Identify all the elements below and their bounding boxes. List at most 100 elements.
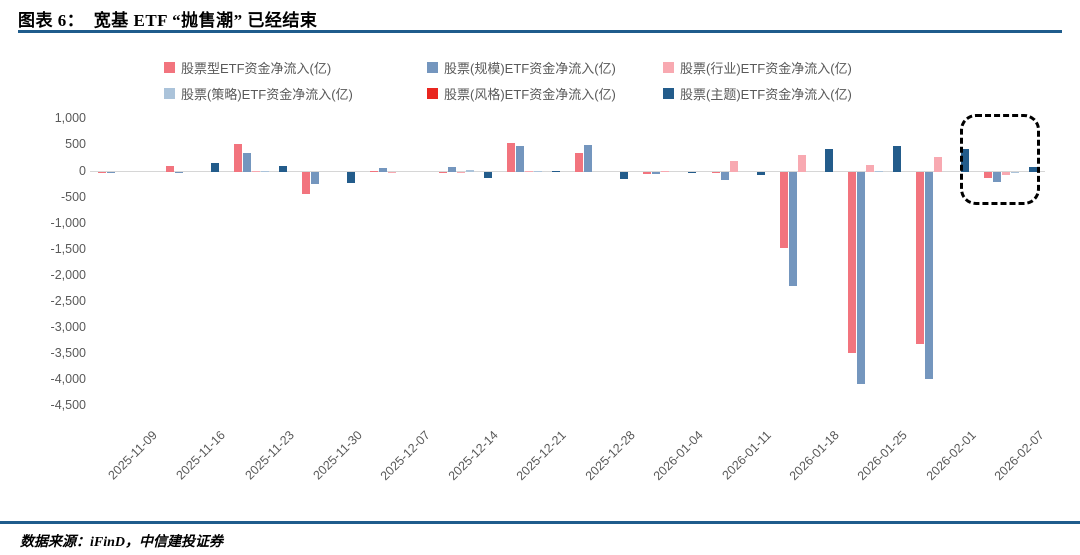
bar-s0-2025-11-09: [98, 172, 106, 173]
bar-s2-2026-01-18: [798, 155, 806, 172]
bar-s5-2025-12-14: [484, 172, 492, 178]
bar-s2-2025-11-23: [252, 171, 260, 172]
x-axis-tick-label: 2026-01-04: [650, 428, 706, 484]
bar-s2-2026-01-04: [661, 171, 669, 172]
y-axis-tick-label: 1,000: [54, 111, 86, 125]
bar-s2-2026-02-07: [1002, 172, 1010, 175]
bar-s0-2025-12-07: [370, 171, 378, 172]
bar-s5-2026-01-18: [825, 149, 833, 172]
y-axis-tick-label: -4,000: [50, 372, 86, 386]
bar-s1-2025-12-28: [584, 145, 592, 172]
y-axis-tick-label: -3,000: [50, 320, 86, 334]
bar-s1-2025-12-07: [379, 168, 387, 172]
bar-s2-2025-12-14: [457, 172, 465, 173]
page-title: 图表 6： 宽基 ETF “抛售潮” 已经结束: [18, 11, 318, 30]
x-axis-tick-label: 2025-11-09: [105, 428, 160, 483]
legend-swatch-icon: [663, 62, 674, 73]
y-axis-tick-label: -4,500: [50, 398, 86, 412]
bar-s5-2025-11-30: [347, 172, 355, 183]
bar-s1-2026-01-11: [721, 172, 729, 180]
legend-item-2[interactable]: 股票(行业)ETF资金净流入(亿): [663, 58, 852, 77]
legend-swatch-icon: [164, 62, 175, 73]
bar-s0-2026-02-07: [984, 172, 992, 178]
zero-axis-line: [90, 170, 1045, 172]
legend-label: 股票(行业)ETF资金净流入(亿): [680, 61, 852, 76]
bar-s5-2025-12-28: [620, 172, 628, 179]
bar-s5-2026-02-01: [961, 149, 969, 172]
bar-s2-2026-02-01: [934, 157, 942, 172]
bar-s2-2025-12-21: [525, 171, 533, 172]
y-axis-tick-label: 500: [65, 137, 86, 151]
bar-s3-2026-02-07: [1011, 172, 1019, 173]
bar-s3-2025-11-23: [261, 171, 269, 172]
y-axis-tick-label: -2,500: [50, 294, 86, 308]
x-axis-tick-label: 2025-11-23: [242, 428, 297, 483]
bar-s0-2025-11-30: [302, 172, 310, 194]
legend-item-5[interactable]: 股票(主题)ETF资金净流入(亿): [663, 84, 852, 103]
bar-s3-2025-12-14: [466, 170, 474, 172]
legend-label: 股票型ETF资金净流入(亿): [181, 61, 332, 76]
bar-s1-2026-02-01: [925, 172, 933, 379]
bar-s0-2026-01-04: [643, 172, 651, 174]
bar-s5-2025-12-21: [552, 171, 560, 172]
bar-s1-2025-12-14: [448, 167, 456, 172]
legend-swatch-icon: [164, 88, 175, 99]
x-axis-tick-label: 2025-11-30: [310, 428, 365, 483]
bar-s5-2026-01-04: [688, 172, 696, 173]
legend-item-1[interactable]: 股票(规模)ETF资金净流入(亿): [427, 58, 616, 77]
bar-s0-2026-02-01: [916, 172, 924, 344]
title-divider-line: [18, 30, 1062, 33]
bar-s1-2025-11-23: [243, 153, 251, 172]
bar-s2-2026-01-11: [730, 161, 738, 172]
y-axis-tick-label: 0: [79, 164, 86, 178]
bar-s5-2025-11-23: [279, 166, 287, 172]
y-axis-tick-label: -1,000: [50, 216, 86, 230]
bar-s5-2026-01-25: [893, 146, 901, 172]
x-axis-tick-label: 2026-02-01: [923, 428, 979, 484]
highlight-dashed-box: [960, 114, 1040, 205]
legend-label: 股票(主题)ETF资金净流入(亿): [680, 87, 852, 102]
legend-item-0[interactable]: 股票型ETF资金净流入(亿): [164, 58, 331, 77]
y-axis-tick-label: -2,000: [50, 268, 86, 282]
legend-item-4[interactable]: 股票(风格)ETF资金净流入(亿): [427, 84, 616, 103]
y-axis-tick-label: -3,500: [50, 346, 86, 360]
bar-s5-2026-02-07: [1029, 167, 1037, 172]
x-axis-tick-label: 2026-01-11: [719, 428, 774, 483]
legend-swatch-icon: [663, 88, 674, 99]
legend-swatch-icon: [427, 88, 438, 99]
bar-s1-2025-11-09: [107, 172, 115, 173]
bar-s1-2025-11-16: [175, 172, 183, 173]
bar-s0-2026-01-18: [780, 172, 788, 248]
bar-s5-2025-11-16: [211, 163, 219, 172]
bar-s0-2025-12-21: [507, 143, 515, 172]
legend-item-3[interactable]: 股票(策略)ETF资金净流入(亿): [164, 84, 353, 103]
bar-s0-2026-01-25: [848, 172, 856, 353]
x-axis-tick-label: 2026-01-18: [786, 428, 842, 484]
legend-label: 股票(风格)ETF资金净流入(亿): [444, 87, 616, 102]
bar-s0-2026-01-11: [712, 172, 720, 173]
legend-label: 股票(策略)ETF资金净流入(亿): [181, 87, 353, 102]
x-axis-tick-label: 2026-02-07: [991, 428, 1047, 484]
y-axis-tick-label: -1,500: [50, 242, 86, 256]
bar-s5-2026-01-11: [757, 172, 765, 175]
bar-s0-2025-12-14: [439, 172, 447, 173]
bar-s0-2025-11-23: [234, 144, 242, 172]
bar-s1-2026-01-04: [652, 172, 660, 174]
data-source-note: 数据来源：iFinD，中信建投证券: [20, 535, 224, 550]
bar-s1-2026-02-07: [993, 172, 1001, 182]
footer-divider-line: [0, 521, 1080, 524]
x-axis-tick-label: 2025-12-21: [513, 428, 569, 484]
x-axis-tick-label: 2026-01-25: [854, 428, 910, 484]
bar-s2-2025-12-07: [388, 172, 396, 173]
legend-label: 股票(规模)ETF资金净流入(亿): [444, 61, 616, 76]
x-axis-tick-label: 2025-12-07: [377, 428, 433, 484]
bar-s3-2026-01-25: [875, 171, 883, 172]
x-axis-tick-label: 2025-12-14: [445, 428, 501, 484]
bar-s1-2026-01-25: [857, 172, 865, 384]
bar-s1-2025-12-21: [516, 146, 524, 172]
legend-swatch-icon: [427, 62, 438, 73]
x-axis-tick-label: 2025-11-16: [173, 428, 228, 483]
bar-s0-2025-12-28: [575, 153, 583, 172]
y-axis-tick-label: -500: [60, 190, 86, 204]
